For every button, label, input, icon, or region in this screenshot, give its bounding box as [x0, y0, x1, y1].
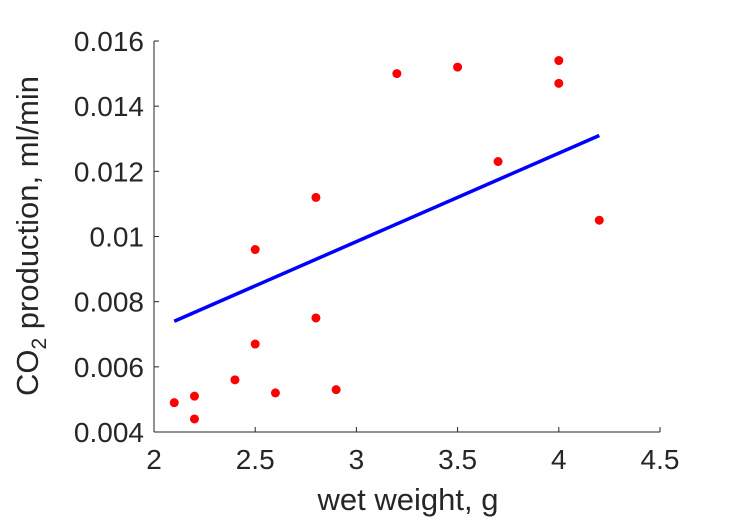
- x-axis-label: wet weight, g: [317, 482, 499, 517]
- y-axis-label-rest: production, ml/min: [10, 76, 45, 338]
- y-axis-label: CO2 production, ml/min: [10, 76, 51, 396]
- y-tick-label: 0.01: [90, 222, 145, 253]
- data-point: [331, 385, 341, 395]
- data-point: [311, 192, 321, 202]
- y-tick-label: 0.014: [74, 91, 144, 122]
- data-point: [392, 69, 402, 79]
- data-point: [311, 313, 321, 323]
- data-point: [554, 56, 564, 66]
- y-tick-label: 0.006: [74, 352, 144, 383]
- x-ticks: 2 2.5 3 3.5 4 4.5: [146, 427, 679, 475]
- y-tick-label: 0.012: [74, 156, 144, 187]
- y-axis-label-main: CO: [10, 350, 45, 397]
- axes: [153, 41, 660, 433]
- x-tick-label: 2.5: [236, 444, 275, 475]
- y-tick-label: 0.008: [74, 287, 144, 318]
- data-point: [169, 398, 179, 408]
- data-point: [230, 375, 240, 385]
- y-tick-label: 0.004: [74, 417, 144, 448]
- regression-line: [173, 133, 600, 323]
- y-axis-label-subscript: 2: [28, 338, 51, 350]
- x-tick-label: 4.5: [641, 444, 680, 475]
- x-tick-label: 4: [551, 444, 567, 475]
- data-point: [250, 245, 260, 255]
- x-tick-label: 2: [146, 444, 162, 475]
- data-point: [453, 62, 463, 72]
- y-ticks: 0.004 0.006 0.008 0.01 0.012 0.014 0.016: [74, 26, 159, 448]
- data-point: [250, 339, 260, 349]
- data-point: [270, 388, 280, 398]
- y-tick-label: 0.016: [74, 26, 144, 57]
- x-tick-label: 3: [349, 444, 365, 475]
- data-point: [493, 157, 503, 167]
- x-tick-label: 3.5: [438, 444, 477, 475]
- data-point: [189, 414, 199, 424]
- data-series: [169, 56, 604, 424]
- data-point: [594, 215, 604, 225]
- data-point: [189, 391, 199, 401]
- data-point: [554, 78, 564, 88]
